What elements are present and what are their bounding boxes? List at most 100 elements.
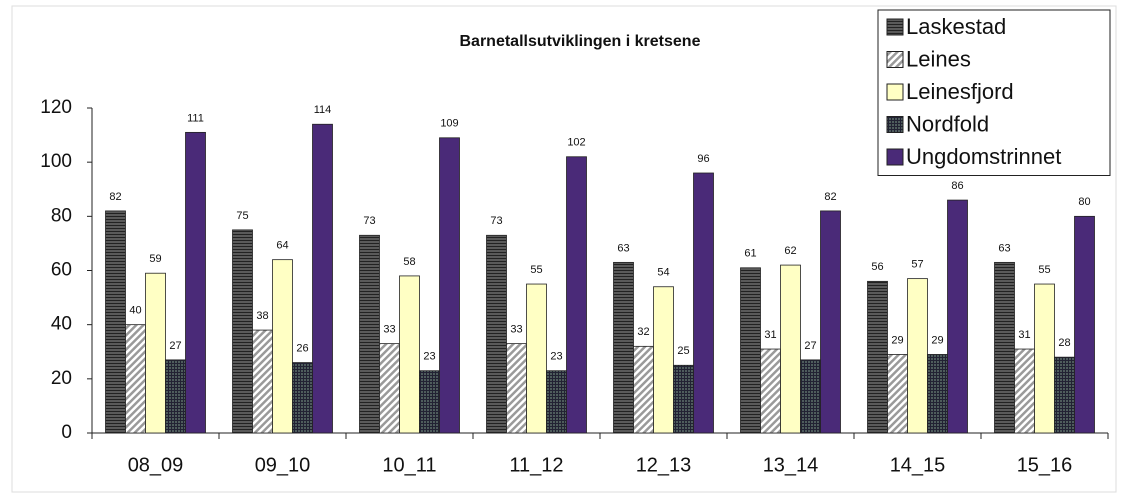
bar [947, 199, 968, 434]
bar [740, 267, 761, 434]
data-label: 63 [998, 242, 1010, 254]
data-label: 64 [276, 240, 288, 252]
bar [1014, 348, 1035, 434]
x-tick-label: 14_15 [890, 454, 946, 476]
data-label: 23 [423, 351, 435, 363]
bar [546, 370, 567, 434]
bar [693, 172, 714, 434]
bar [887, 354, 908, 434]
data-label: 28 [1058, 337, 1070, 349]
data-label: 102 [567, 137, 585, 149]
data-label: 82 [824, 191, 836, 203]
data-label: 86 [951, 180, 963, 192]
data-label: 29 [891, 334, 903, 346]
bar [1054, 356, 1075, 434]
data-label: 27 [804, 340, 816, 352]
data-label: 111 [187, 112, 204, 124]
y-tick-label: 80 [51, 205, 72, 226]
legend-swatch [886, 83, 904, 101]
data-label: 75 [236, 210, 248, 222]
legend-label: Nordfold [906, 111, 989, 136]
legend-label: Laskestad [906, 14, 1006, 39]
x-tick-label: 11_12 [509, 454, 563, 476]
data-label: 58 [403, 256, 415, 268]
bar [272, 259, 293, 434]
data-label: 38 [256, 310, 268, 322]
y-tick-label: 100 [40, 151, 72, 172]
data-label: 61 [744, 248, 756, 260]
bar [927, 354, 948, 434]
data-label: 40 [129, 305, 141, 317]
bar [439, 137, 460, 434]
y-tick-label: 0 [61, 422, 72, 443]
bar [292, 362, 313, 434]
legend-box [877, 9, 1111, 176]
data-label: 55 [530, 264, 542, 276]
x-tick-label: 13_14 [763, 454, 819, 476]
bar [399, 275, 420, 434]
data-label: 82 [109, 191, 121, 203]
data-label: 27 [169, 340, 181, 352]
bar [760, 348, 781, 434]
data-label: 73 [363, 215, 375, 227]
legend-label: Leinesfjord [906, 79, 1014, 104]
y-tick-label: 20 [51, 368, 72, 389]
y-tick-label: 40 [51, 314, 72, 335]
x-tick-label: 10_11 [382, 454, 436, 476]
data-label: 109 [440, 118, 458, 130]
data-label: 32 [637, 326, 649, 338]
data-label: 59 [149, 253, 161, 265]
data-label: 23 [550, 351, 562, 363]
legend-label: Leines [906, 46, 971, 71]
bar [165, 359, 186, 434]
data-label: 55 [1038, 264, 1050, 276]
data-label: 33 [383, 324, 395, 336]
bar [506, 343, 527, 434]
data-label: 73 [490, 215, 502, 227]
data-label: 54 [657, 267, 669, 279]
data-label: 56 [871, 261, 883, 273]
bar [613, 261, 634, 434]
legend-swatch [886, 116, 904, 133]
bar [232, 229, 253, 434]
data-label: 31 [764, 329, 776, 341]
x-tick-label: 15_16 [1017, 454, 1073, 476]
data-label: 29 [931, 334, 943, 346]
data-label: 26 [296, 342, 308, 354]
bar [526, 283, 547, 434]
bar [566, 156, 587, 434]
chart-frame [11, 5, 1117, 493]
bar [379, 343, 400, 434]
x-tick-label: 12_13 [636, 454, 692, 476]
x-tick-label: 08_09 [128, 454, 184, 476]
bar [994, 261, 1015, 434]
data-label: 96 [697, 153, 709, 165]
chart-title: Barnetallsutviklingen i kretsene [460, 33, 701, 50]
data-label: 114 [314, 104, 332, 116]
data-label: 33 [510, 324, 522, 336]
data-label: 31 [1018, 329, 1030, 341]
bar [673, 364, 694, 434]
bar [312, 123, 333, 434]
bar [145, 272, 166, 434]
bar [252, 329, 273, 434]
bar [820, 210, 841, 434]
bar [800, 359, 821, 434]
data-label: 63 [617, 242, 629, 254]
legend-swatch [886, 18, 904, 36]
legend-swatch [886, 148, 904, 166]
data-label: 57 [911, 259, 923, 271]
bar [1074, 215, 1095, 434]
data-label: 25 [677, 345, 689, 357]
y-tick-label: 120 [40, 97, 72, 118]
bar [907, 278, 928, 434]
bar [359, 234, 380, 434]
bar [105, 210, 126, 434]
bar [1034, 283, 1055, 434]
data-label: 80 [1078, 196, 1090, 208]
y-tick-label: 60 [51, 260, 72, 281]
bar [653, 286, 674, 434]
bar [419, 370, 440, 434]
x-tick-label: 09_10 [255, 454, 311, 476]
